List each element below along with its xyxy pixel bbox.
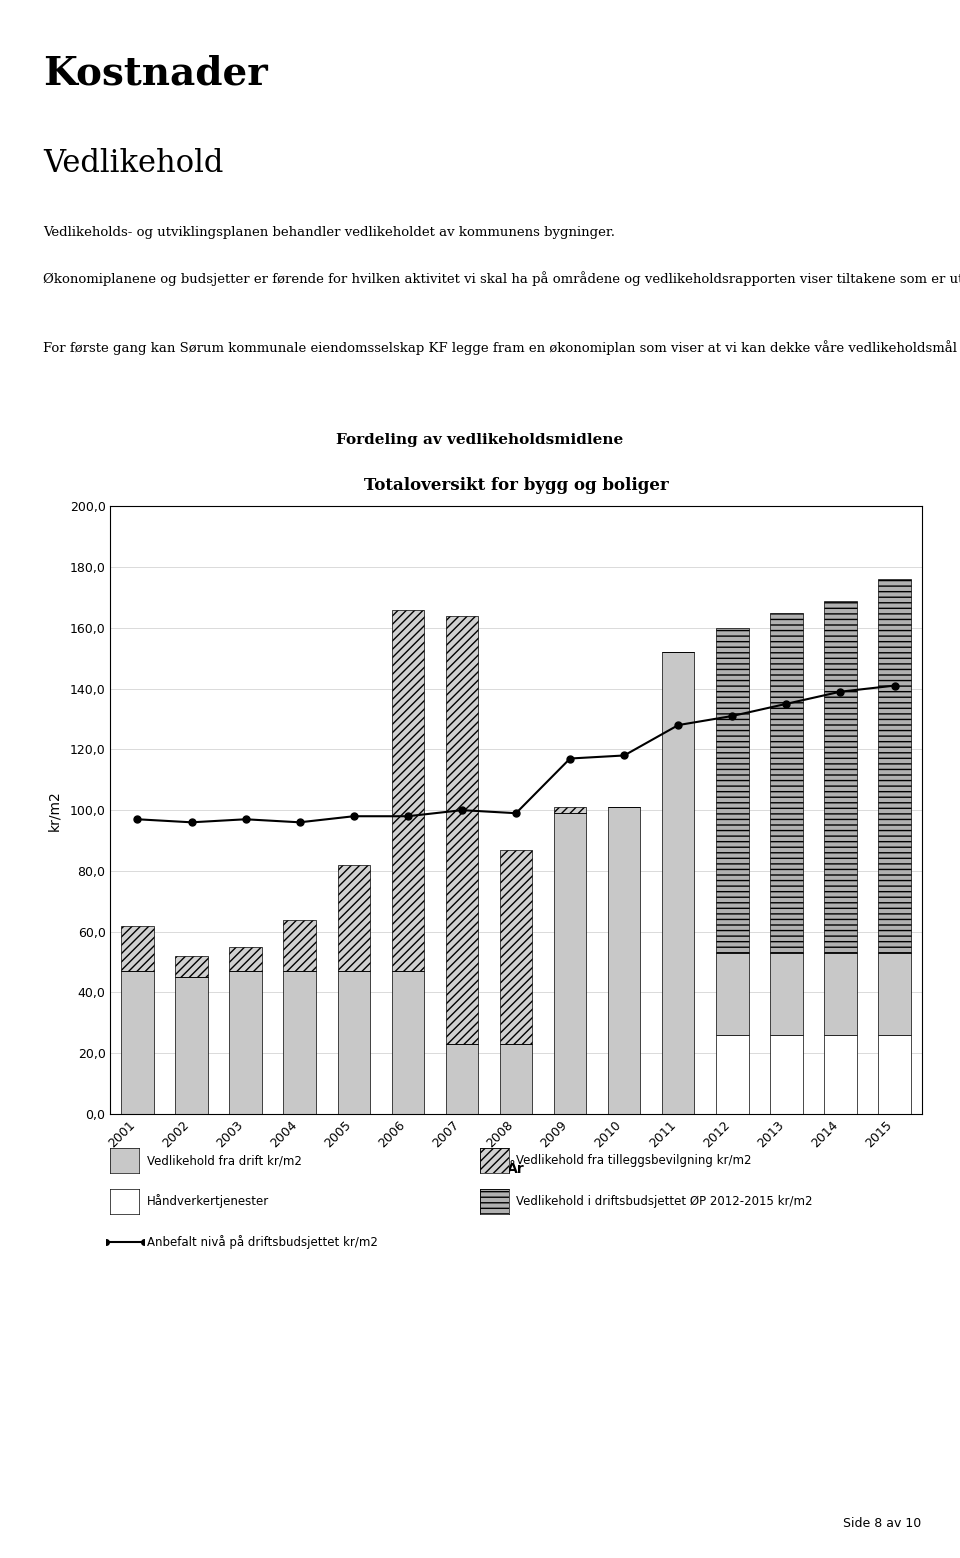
Text: Vedlikehold fra tilleggsbevilgning kr/m2: Vedlikehold fra tilleggsbevilgning kr/m2 xyxy=(516,1154,752,1167)
Bar xyxy=(176,957,207,977)
Anbefalt nivå på driftsbudsjettet kr/m2 xyxy=(511,804,522,823)
Bar xyxy=(825,1035,856,1114)
Bar xyxy=(229,947,262,971)
Anbefalt nivå på driftsbudsjettet kr/m2 xyxy=(456,801,468,820)
Bar xyxy=(770,612,803,953)
Anbefalt nivå på driftsbudsjettet kr/m2 xyxy=(402,807,414,826)
Bar xyxy=(338,865,370,971)
Bar xyxy=(716,1035,749,1114)
Bar xyxy=(121,971,154,1114)
Anbefalt nivå på driftsbudsjettet kr/m2 xyxy=(834,682,846,701)
Anbefalt nivå på driftsbudsjettet kr/m2 xyxy=(564,749,576,768)
Bar xyxy=(878,1035,911,1114)
Bar xyxy=(716,953,749,1035)
Text: Side 8 av 10: Side 8 av 10 xyxy=(843,1517,922,1530)
X-axis label: År: År xyxy=(507,1162,525,1176)
Bar xyxy=(392,609,424,971)
Line: Anbefalt nivå på driftsbudsjettet kr/m2: Anbefalt nivå på driftsbudsjettet kr/m2 xyxy=(134,682,898,826)
Anbefalt nivå på driftsbudsjettet kr/m2 xyxy=(672,715,684,734)
Text: Vedlikehold: Vedlikehold xyxy=(43,148,224,179)
Text: Fordeling av vedlikeholdsmidlene: Fordeling av vedlikeholdsmidlene xyxy=(336,433,624,447)
Text: Vedlikehold i driftsbudsjettet ØP 2012-2015 kr/m2: Vedlikehold i driftsbudsjettet ØP 2012-2… xyxy=(516,1195,813,1207)
Bar xyxy=(878,580,911,953)
Anbefalt nivå på driftsbudsjettet kr/m2 xyxy=(348,807,359,826)
Bar xyxy=(825,600,856,953)
Anbefalt nivå på driftsbudsjettet kr/m2 xyxy=(132,810,143,829)
Bar xyxy=(445,1044,478,1114)
Bar xyxy=(176,977,207,1114)
Text: Vedlikehold fra drift kr/m2: Vedlikehold fra drift kr/m2 xyxy=(147,1154,301,1167)
Anbefalt nivå på driftsbudsjettet kr/m2 xyxy=(889,676,900,695)
Bar xyxy=(608,807,640,1114)
Bar xyxy=(283,919,316,971)
Anbefalt nivå på driftsbudsjettet kr/m2 xyxy=(727,707,738,726)
Bar xyxy=(554,807,587,813)
Anbefalt nivå på driftsbudsjettet kr/m2 xyxy=(185,813,198,832)
Anbefalt nivå på driftsbudsjettet kr/m2 xyxy=(294,813,305,832)
Bar xyxy=(283,971,316,1114)
Bar xyxy=(121,925,154,971)
Bar xyxy=(445,615,478,1044)
Bar xyxy=(500,849,532,1044)
Text: Håndverkertjenester: Håndverkertjenester xyxy=(147,1195,269,1207)
Bar xyxy=(825,953,856,1035)
Bar xyxy=(716,628,749,953)
Bar xyxy=(554,813,587,1114)
Bar xyxy=(662,653,694,1114)
Anbefalt nivå på driftsbudsjettet kr/m2 xyxy=(618,746,630,765)
Text: Kostnader: Kostnader xyxy=(43,55,268,92)
Bar xyxy=(770,1035,803,1114)
Title: Totaloversikt for bygg og boliger: Totaloversikt for bygg og boliger xyxy=(364,477,668,494)
Text: Anbefalt nivå på driftsbudsjettet kr/m2: Anbefalt nivå på driftsbudsjettet kr/m2 xyxy=(147,1235,377,1248)
Anbefalt nivå på driftsbudsjettet kr/m2 xyxy=(780,695,792,714)
Bar xyxy=(392,971,424,1114)
Y-axis label: kr/m2: kr/m2 xyxy=(47,790,61,830)
Bar xyxy=(878,953,911,1035)
Bar xyxy=(338,971,370,1114)
Text: Økonomiplanene og budsjetter er førende for hvilken aktivitet vi skal ha på områ: Økonomiplanene og budsjetter er førende … xyxy=(43,271,960,287)
Bar xyxy=(229,971,262,1114)
Bar xyxy=(770,953,803,1035)
Text: For første gang kan Sørum kommunale eiendomsselskap KF legge fram en økonomiplan: For første gang kan Sørum kommunale eien… xyxy=(43,340,960,355)
Anbefalt nivå på driftsbudsjettet kr/m2 xyxy=(240,810,252,829)
Text: Vedlikeholds- og utviklingsplanen behandler vedlikeholdet av kommunens bygninger: Vedlikeholds- og utviklingsplanen behand… xyxy=(43,226,615,238)
Bar xyxy=(500,1044,532,1114)
